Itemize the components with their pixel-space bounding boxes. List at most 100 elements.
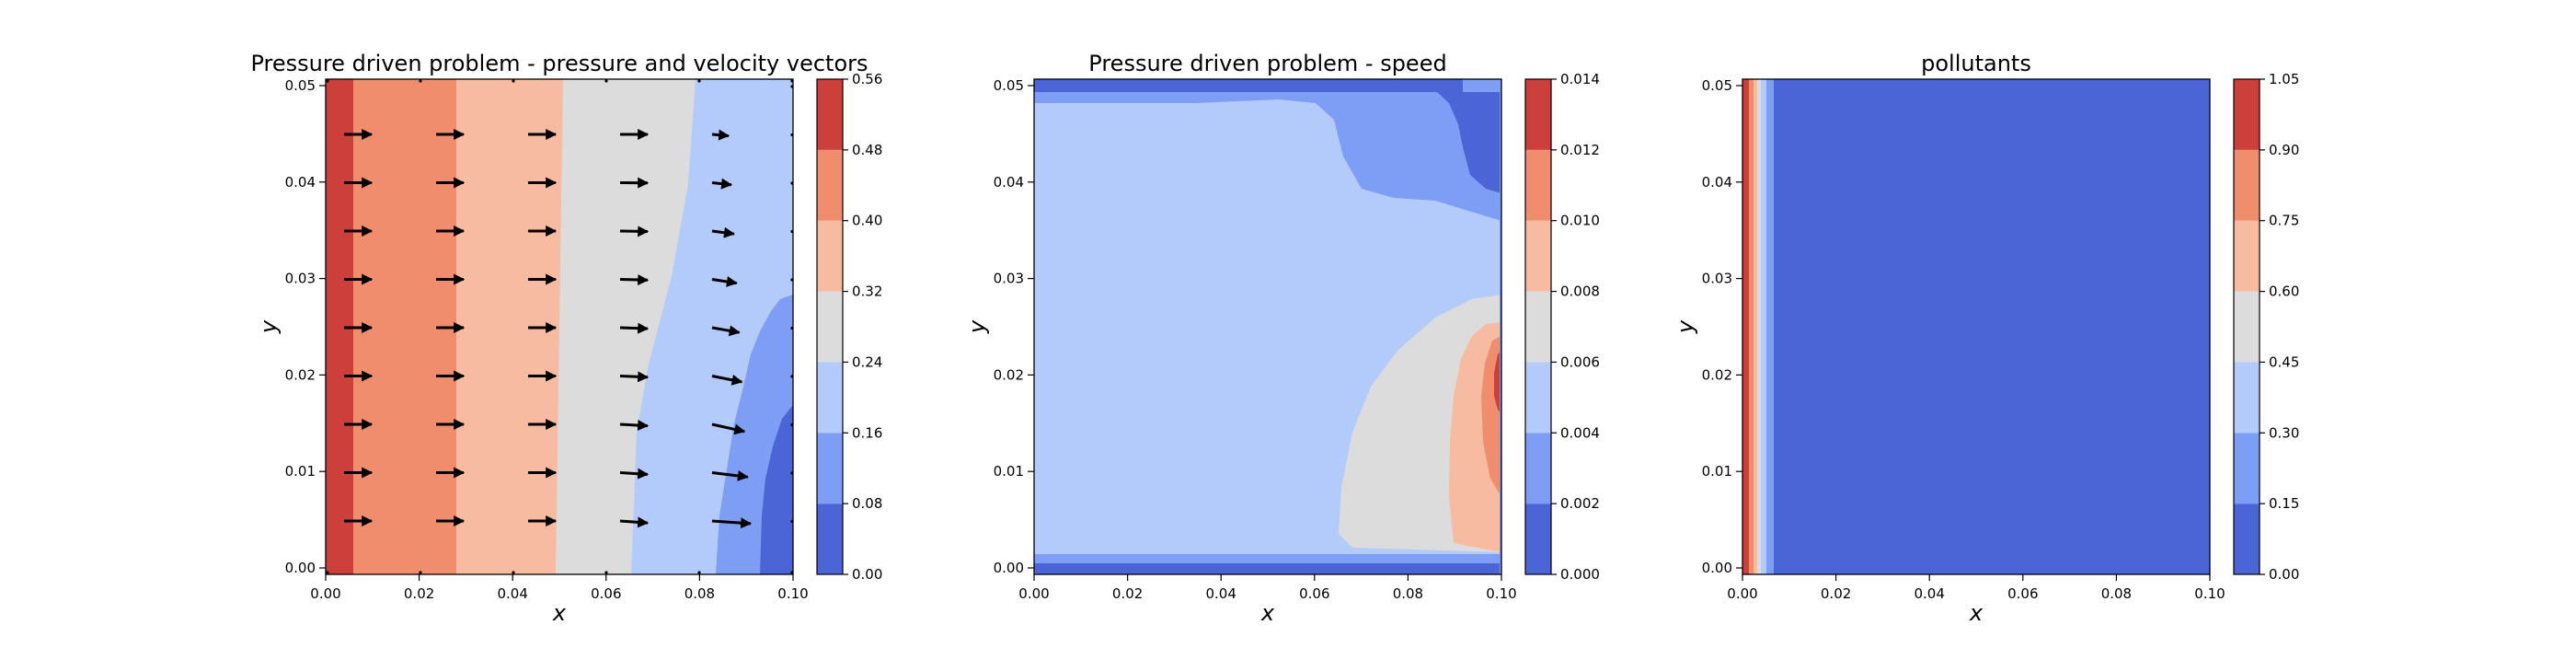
y-tick-label: 0.05 (1702, 77, 1732, 94)
contour-band-level-6 (1742, 79, 1749, 574)
colorbar: 0.000.080.160.240.320.400.480.56 (817, 71, 882, 583)
chart-title: pollutants (1921, 51, 2031, 76)
colorbar-segment (817, 79, 843, 150)
colorbar-segment (817, 433, 843, 503)
y-tick-label: 0.01 (1702, 463, 1732, 480)
velocity-arrow (620, 280, 648, 281)
boundary-dot (604, 571, 607, 573)
colorbar-tick-label: 0.00 (2269, 566, 2299, 583)
colorbar-segment (1525, 150, 1551, 221)
y-tick-label: 0.02 (994, 366, 1024, 383)
colorbar-tick-label: 0.012 (1560, 142, 1600, 158)
colorbar-tick-label: 0.008 (1560, 284, 1600, 300)
colorbar-segment (2234, 292, 2260, 363)
velocity-arrow (620, 231, 648, 232)
x-axis-label: x (1260, 600, 1275, 626)
colorbar-tick-label: 0.40 (852, 213, 882, 229)
colorbar-segment (1525, 433, 1551, 503)
colorbar-segment (2234, 503, 2260, 574)
colorbar-tick-label: 0.004 (1560, 424, 1600, 441)
boundary-dot (419, 79, 421, 82)
y-axis-ticks: 0.000.010.020.030.040.05 (1702, 77, 1742, 576)
panel-pressure: Pressure driven problem - pressure and v… (250, 51, 882, 626)
velocity-arrow (620, 521, 648, 523)
plot-area (1742, 79, 2210, 574)
y-axis-ticks: 0.000.010.020.030.040.05 (285, 77, 326, 576)
y-axis-label: y (964, 319, 990, 334)
x-tick-label: 0.08 (2101, 585, 2132, 602)
x-tick-label: 0.02 (1821, 585, 1851, 602)
y-tick-label: 0.01 (285, 463, 316, 480)
x-axis-label: x (1969, 600, 1984, 626)
colorbar: 0.000.150.300.450.600.750.901.05 (2234, 71, 2299, 583)
colorbar-segment (2234, 150, 2260, 221)
colorbar-tick-label: 0.30 (2269, 424, 2299, 441)
x-tick-label: 0.10 (2194, 585, 2225, 602)
colorbar-segment (2234, 433, 2260, 503)
x-tick-label: 0.08 (1393, 585, 1423, 602)
colorbar-tick-label: 0.014 (1560, 71, 1600, 87)
colorbar-segment (817, 292, 843, 363)
x-tick-label: 0.06 (1299, 585, 1329, 602)
x-tick-label: 0.02 (404, 585, 434, 602)
y-axis-label: y (1673, 319, 1698, 334)
colorbar-segment (2234, 221, 2260, 292)
colorbar-tick-label: 0.75 (2269, 213, 2299, 229)
colorbar-segment (817, 150, 843, 221)
x-tick-label: 0.00 (1727, 585, 1757, 602)
y-tick-label: 0.04 (285, 174, 316, 191)
y-tick-label: 0.02 (1702, 366, 1732, 383)
boundary-dot (326, 571, 328, 573)
x-tick-label: 0.10 (777, 585, 808, 602)
velocity-arrow (620, 376, 648, 377)
colorbar-segment (1525, 503, 1551, 574)
colorbar-tick-label: 0.15 (2269, 495, 2299, 512)
velocity-arrow (620, 473, 648, 475)
x-axis-label: x (552, 600, 567, 626)
x-tick-label: 0.04 (1205, 585, 1236, 602)
x-tick-label: 0.02 (1112, 585, 1143, 602)
boundary-dot (604, 79, 607, 82)
contour-band-level-0 (1742, 79, 2210, 574)
y-tick-label: 0.03 (994, 271, 1024, 287)
x-tick-label: 0.04 (497, 585, 527, 602)
boundary-dot (697, 79, 700, 82)
colorbar-tick-label: 0.32 (852, 284, 882, 300)
boundary-dot (512, 571, 514, 573)
y-tick-label: 0.05 (994, 77, 1024, 94)
plot-area (326, 79, 794, 574)
colorbar-tick-label: 0.56 (852, 71, 882, 87)
y-tick-label: 0.00 (994, 560, 1024, 576)
colorbar-segment (2234, 79, 2260, 150)
y-tick-label: 0.04 (994, 174, 1024, 191)
colorbar-tick-label: 0.24 (852, 353, 882, 370)
y-tick-label: 0.03 (285, 271, 316, 287)
colorbar-tick-label: 1.05 (2269, 71, 2299, 87)
x-axis-ticks: 0.00 0.02 0.04 0.06 0.08 0.10 (1018, 574, 1516, 602)
x-tick-label: 0.06 (2007, 585, 2038, 602)
contour-band-level-0-top (1034, 79, 1501, 92)
y-tick-label: 0.00 (285, 560, 316, 576)
y-tick-label: 0.03 (1702, 271, 1732, 287)
colorbar-segment (2234, 362, 2260, 433)
x-tick-label: 0.00 (1018, 585, 1049, 602)
boundary-dot (512, 79, 514, 82)
velocity-arrow (620, 328, 648, 329)
velocity-arrow (620, 424, 648, 426)
colorbar-segment (1525, 79, 1551, 150)
colorbar-tick-label: 0.48 (852, 142, 882, 158)
colorbar-tick-label: 0.60 (2269, 284, 2299, 300)
x-tick-label: 0.08 (684, 585, 715, 602)
colorbar-tick-label: 0.010 (1560, 213, 1600, 229)
boundary-dot (326, 79, 328, 82)
x-tick-label: 0.10 (1486, 585, 1516, 602)
contour-band-level-0-bottom (1034, 563, 1501, 574)
plot-area (1034, 79, 1501, 574)
colorbar-tick-label: 0.45 (2269, 353, 2299, 370)
y-tick-label: 0.05 (285, 77, 316, 94)
